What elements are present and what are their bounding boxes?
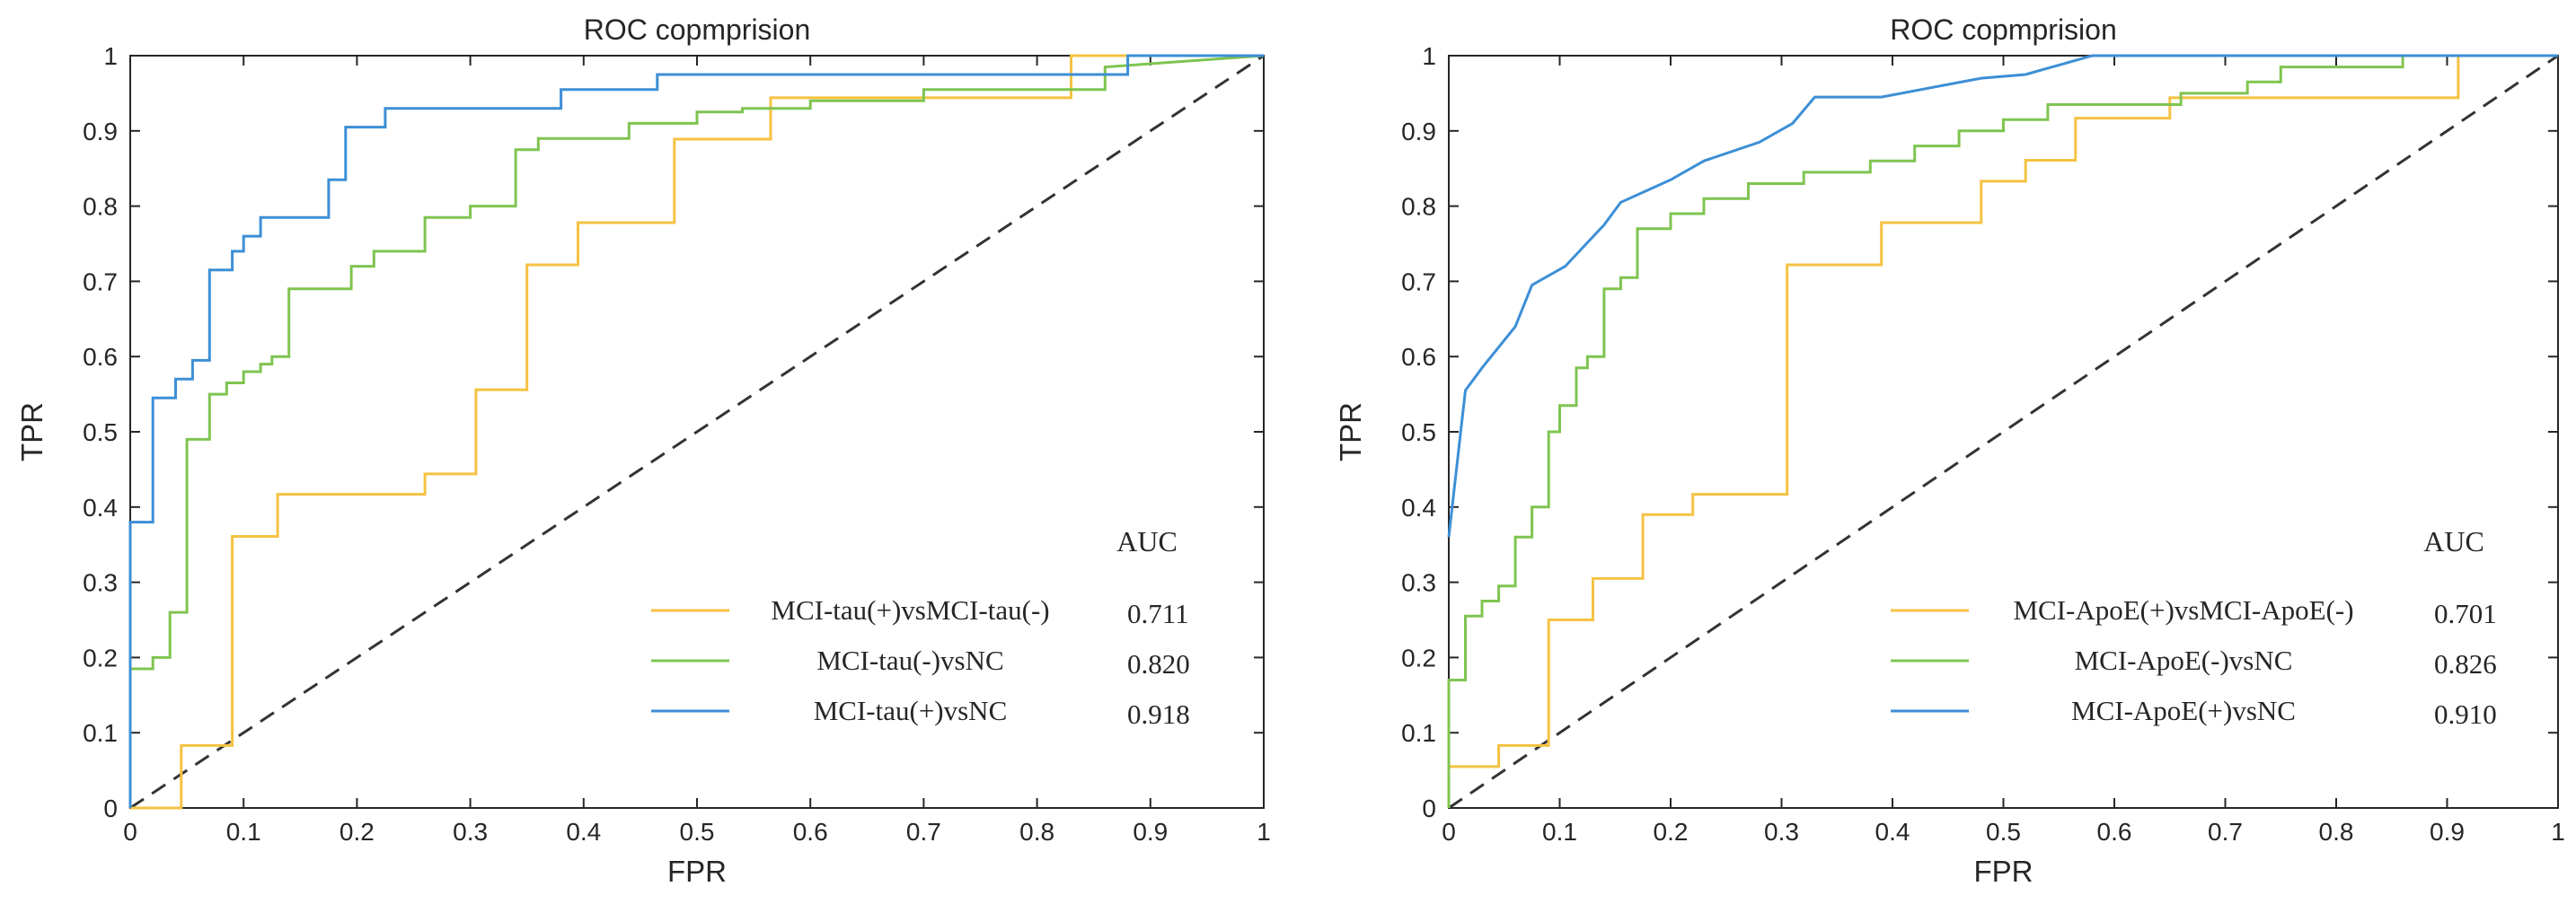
x-tick-label: 0.8: [1019, 818, 1054, 846]
x-axis-label: FPR: [1974, 855, 2033, 888]
x-tick-label: 0: [1442, 818, 1456, 846]
x-tick-label: 0: [123, 818, 137, 846]
x-tick-label: 0.3: [1764, 818, 1799, 846]
y-tick-label: 0.5: [1401, 418, 1436, 446]
y-tick-label: 0.4: [1401, 494, 1436, 522]
legend-series-label: MCI-tau(-)vsNC: [816, 645, 1003, 676]
y-tick-label: 0.2: [1401, 644, 1436, 672]
legend-auc-value: 0.711: [1127, 598, 1189, 629]
chart-panel-1: 0 0.1 0.2 0.3 0.4 0.5 0.6 0.7 0.8 0.9 1 0 0.1 0.2 0.3 0…: [15, 13, 1271, 888]
y-tick-label: 0.7: [1401, 268, 1436, 295]
x-tick-label: 0.8: [2319, 818, 2354, 846]
x-tick-label: 0.5: [1986, 818, 2021, 846]
x-tick-label: 0.7: [906, 818, 941, 846]
legend-header-auc: AUC: [1116, 525, 1178, 557]
legend-auc-value: 0.910: [2434, 698, 2497, 730]
roc-curve-series-2: [128, 54, 1265, 808]
y-tick-label: 1: [1422, 42, 1436, 70]
y-tick-label: 0.3: [1401, 569, 1436, 597]
x-tick-label: 1: [2551, 818, 2565, 846]
x-tick-label: 1: [1257, 818, 1271, 846]
x-tick-label: 0.2: [1654, 818, 1689, 846]
x-tick-label: 0.1: [1542, 818, 1577, 846]
y-tick-label: 0.6: [1401, 343, 1436, 371]
y-tick-label: 0.9: [1401, 118, 1436, 145]
roc-curve-series-2: [1447, 54, 2558, 808]
legend-auc-value: 0.826: [2434, 648, 2497, 680]
y-tick-label: 1: [103, 42, 118, 70]
x-tick-label: 0.7: [2208, 818, 2243, 846]
y-tick-label: 0.3: [83, 569, 118, 597]
legend: AUC MCI-ApoE(+)vsMCI-ApoE(-) 0.701 MCI-ApoE…: [1891, 525, 2497, 730]
legend-auc-value: 0.820: [1127, 648, 1190, 680]
legend-series-label: MCI-tau(+)vsMCI-tau(-): [771, 594, 1049, 626]
x-tick-label: 0.5: [680, 818, 715, 846]
legend-series-label: MCI-tau(+)vsNC: [814, 695, 1008, 726]
y-tick-label: 0.5: [83, 418, 118, 446]
x-tick-label: 0.2: [340, 818, 375, 846]
y-tick-label: 0.7: [83, 268, 118, 295]
x-tick-label: 0.9: [1133, 818, 1168, 846]
x-tick-label: 0.3: [453, 818, 488, 846]
y-tick-label: 0.2: [83, 644, 118, 672]
roc-curve-series-1: [1449, 54, 2558, 768]
chart-title: ROC copmprision: [584, 13, 811, 46]
x-tick-label: 0.6: [793, 818, 828, 846]
y-tick-label: 0: [1422, 794, 1436, 822]
reference-diagonal: [1448, 54, 2559, 810]
chart-panel-2: 0 0.1 0.2 0.3 0.4 0.5 0.6 0.7 0.8 0.9 100.10.20.30…: [1334, 13, 2565, 888]
roc-curve-series-3: [1447, 54, 2558, 538]
x-tick-label: 0.4: [1875, 818, 1910, 846]
y-axis-label: TPR: [15, 402, 49, 461]
x-axis-label: FPR: [667, 855, 727, 888]
legend-auc-value: 0.701: [2434, 598, 2497, 629]
legend: AUC MCI-tau(+)vsMCI-tau(-) 0.711 MCI-tau(-)…: [651, 525, 1190, 730]
y-tick-label: 0.8: [83, 193, 118, 221]
reference-diagonal: [129, 54, 1265, 810]
y-tick-label: 0.8: [1401, 193, 1436, 221]
legend-series-label: MCI-ApoE(+)vsMCI-ApoE(-): [2013, 594, 2353, 626]
chart-title: ROC copmprision: [1890, 13, 2117, 46]
y-tick-label: 0.9: [83, 118, 118, 145]
y-axis-label: TPR: [1334, 402, 1367, 461]
x-tick-label: 0.4: [566, 818, 601, 846]
x-tick-label: 0.9: [2430, 818, 2465, 846]
y-tick-label: 0.1: [83, 719, 118, 747]
y-tick-label: 0.1: [1401, 719, 1436, 747]
legend-header-auc: AUC: [2423, 525, 2484, 557]
legend-series-label: MCI-ApoE(-)vsNC: [2075, 645, 2293, 676]
y-tick-label: 0.6: [83, 343, 118, 371]
roc-curve-series-3: [128, 54, 1264, 808]
legend-series-label: MCI-ApoE(+)vsNC: [2071, 695, 2296, 726]
legend-auc-value: 0.918: [1127, 698, 1190, 730]
roc-curve-series-1: [130, 54, 1264, 810]
x-tick-label: 0.1: [226, 818, 261, 846]
y-tick-label: 0: [103, 794, 118, 822]
x-tick-label: 0.6: [2097, 818, 2132, 846]
y-tick-label: 0.4: [83, 494, 118, 522]
